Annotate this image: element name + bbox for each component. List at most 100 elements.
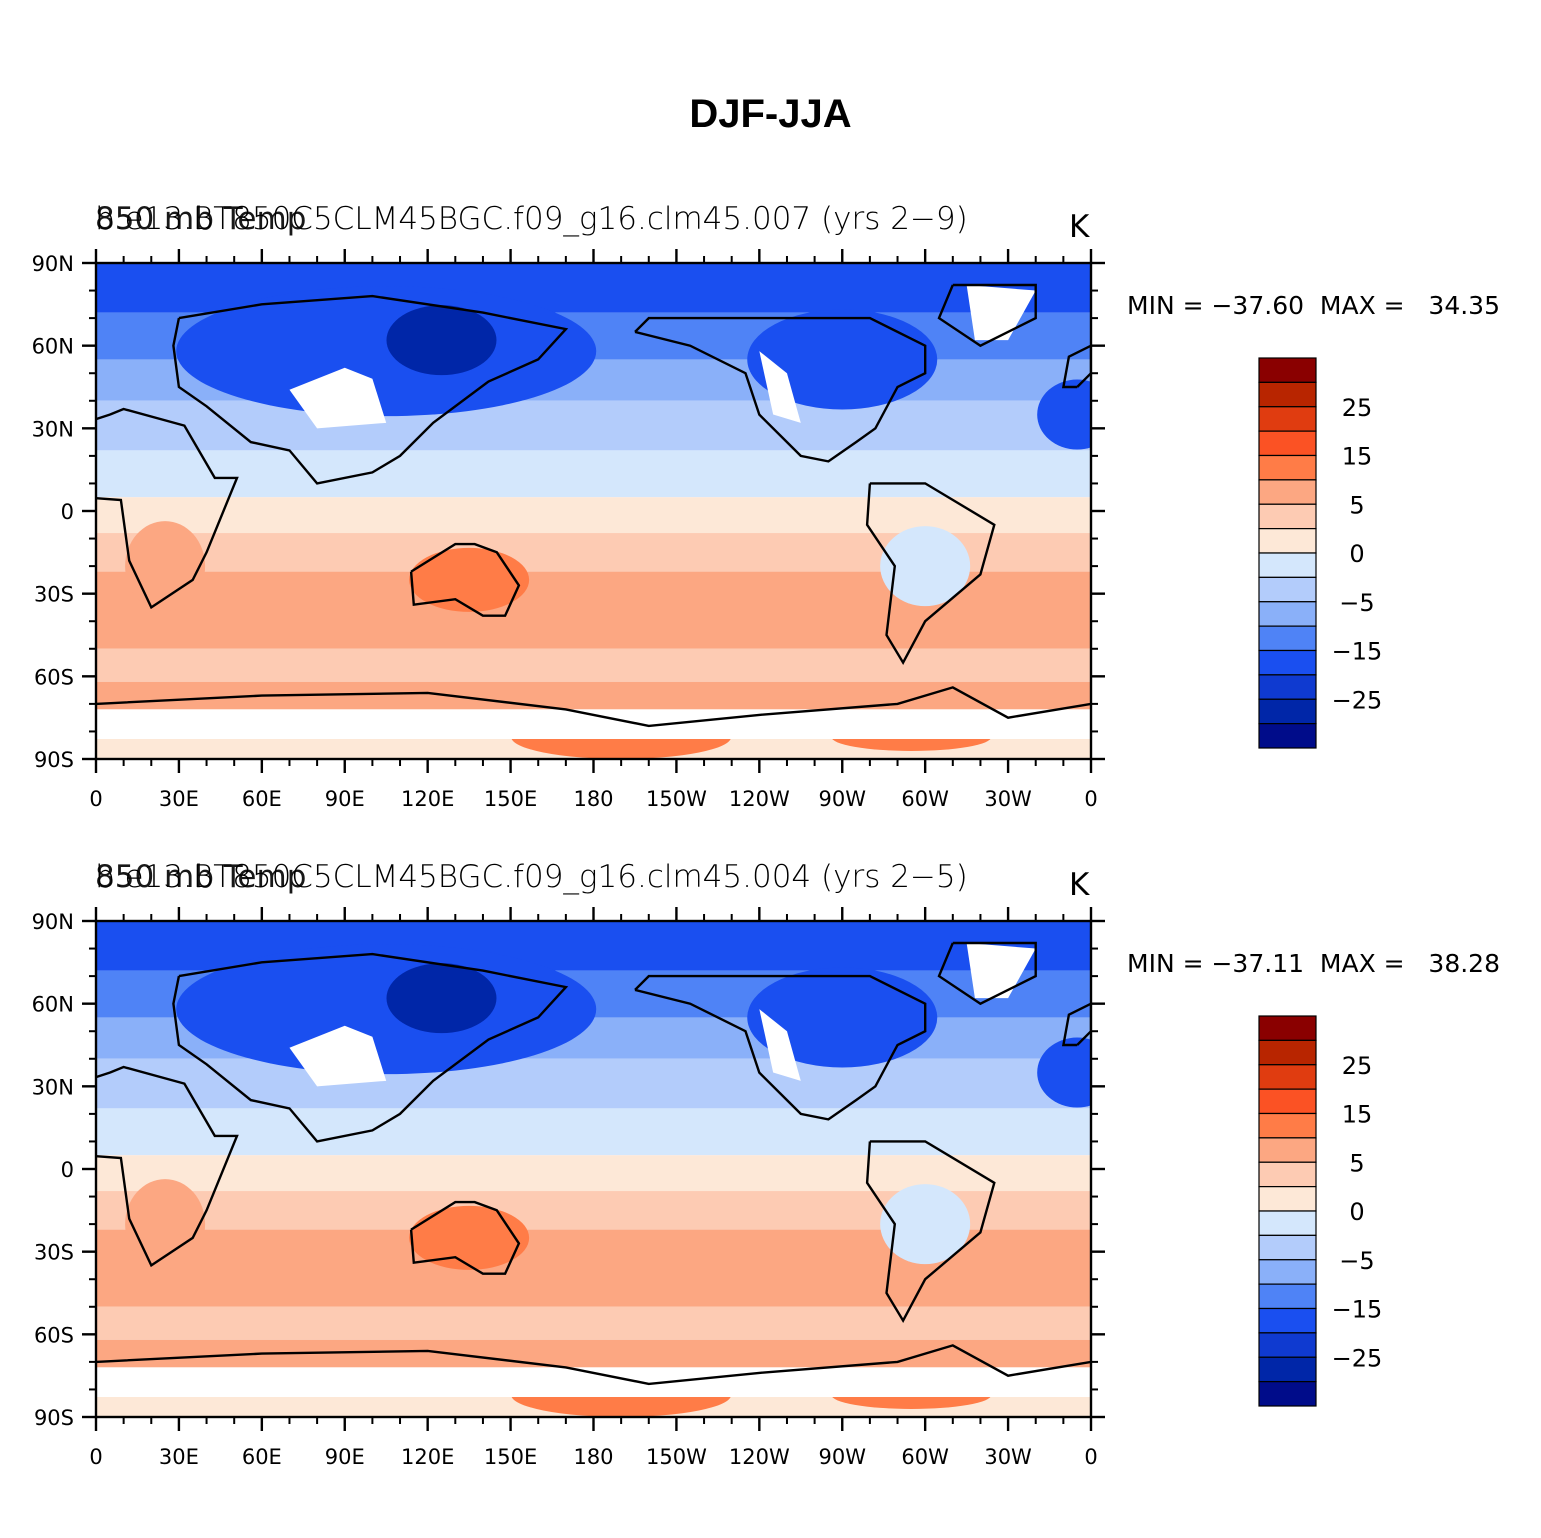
coastline [1061,1002,1091,1047]
colorbar-box [1258,1161,1317,1188]
lon-label: 90E [325,1445,365,1469]
colorbar-box [1258,454,1317,481]
lon-label: 60E [242,787,282,811]
contour-band [96,497,1091,534]
contour-band [96,450,1091,498]
colorbar-box [1258,698,1317,725]
colorbar-label: −25 [1332,686,1383,714]
lon-label: 150E [484,787,537,811]
lon-label: 30W [984,1445,1032,1469]
lat-label: 30S [34,1241,74,1265]
colorbar-label: −5 [1339,589,1374,617]
case-title: b.e13.BT850C5CLM45BGC.f09_g16.clm45.004 … [95,859,968,895]
coastline [96,686,1091,728]
temperature-field [96,263,1091,759]
contour-band [96,1058,1091,1109]
rockies-mask [759,351,801,423]
lat-label: 90S [34,1406,74,1430]
variable-title: 850 mb Temp [95,201,307,237]
case-title: b.e13.BT850C5CLM45BGC.f09_g16.clm45.007 … [95,201,968,237]
lon-label: 60E [242,1445,282,1469]
contour-band [1037,379,1091,450]
colorbar-label: 5 [1349,491,1364,519]
contour-band [409,1205,530,1270]
greenland-mask [966,285,1036,341]
colorbar-box [1258,723,1317,749]
figure-title: DJF-JJA [689,92,852,136]
lat-label: 30N [32,417,74,441]
colorbar-box [1258,1186,1317,1212]
coastlines [96,283,1091,728]
map-panel-bottom: 90N 60N 30N 0 30S 60S 90S 0 30E 60E 90E 120E 150E 180… [0,853,1541,1513]
coastline [634,316,927,463]
coastline [1061,344,1091,389]
colorbar-box [1258,674,1317,700]
lat-label: 90N [32,252,74,276]
contour-band [747,309,938,410]
coastline [96,1344,1091,1386]
colorbar-label: −25 [1332,1344,1383,1372]
lon-label: 120W [729,1445,790,1469]
greenland-mask [966,943,1036,999]
min-max-stats: MIN = −37.60 MAX = 34.35 [1127,291,1500,320]
contour-band [176,944,597,1075]
lat-label: 90S [34,748,74,772]
colorbar-box [1258,1259,1317,1285]
contour-band [747,967,938,1068]
colorbar-box [1258,1088,1317,1115]
contour-band [96,1306,1091,1340]
lon-label: 0 [89,1445,102,1469]
coastline [96,407,239,610]
lon-label: 120E [401,787,454,811]
lon-label: 180 [573,787,613,811]
colorbar-label: −5 [1339,1247,1374,1275]
coastline [634,974,927,1121]
lat-label: 60S [34,665,74,689]
lon-label: 150W [646,787,707,811]
colorbar-box [1258,1112,1317,1139]
lat-label: 90N [32,910,74,934]
lon-label: 120E [401,1445,454,1469]
lat-label: 30N [32,1075,74,1099]
lon-label: 60W [901,787,949,811]
colorbar-box [1258,1234,1317,1261]
colorbar-label: 15 [1342,443,1373,471]
coastline [172,952,569,1143]
coastline [409,1200,521,1275]
map-panel-top: 90N 60N 30N 0 30S 60S 90S 0 30E 60E 90E 120E 150E 180… [0,195,1541,855]
colorbar-label: 25 [1342,394,1373,422]
colorbar-label: 0 [1349,540,1364,568]
colorbar-label: 15 [1342,1101,1373,1129]
colorbar-label: 0 [1349,1198,1364,1226]
map-svg: 90N 60N 30N 0 30S 60S 90S 0 30E 60E 90E 120E 150E 180… [32,907,1383,1469]
contour-band [125,1179,206,1270]
contour-band [386,963,497,1034]
lon-label: 30W [984,787,1032,811]
coastlines [96,941,1091,1386]
colorbar-box [1258,1307,1317,1334]
lon-label: 0 [1084,787,1097,811]
rockies-mask [759,1009,801,1081]
colorbar-box [1258,625,1317,652]
lon-label: 0 [89,787,102,811]
colorbar-box [1258,381,1317,408]
lon-label: 60W [901,1445,949,1469]
tibet-mask [289,367,387,429]
colorbar-box [1258,1064,1317,1090]
lat-label: 60N [32,335,74,359]
lat-label: 0 [61,500,74,524]
colorbar-box [1258,1137,1317,1163]
lon-label: 90W [819,1445,867,1469]
lon-label: 90W [819,787,867,811]
lat-label: 60S [34,1323,74,1347]
coastline [865,482,996,666]
colorbar: 25 15 5 0 −5 −15 −25 [1258,357,1383,749]
colorbar-box [1258,357,1317,383]
colorbar-box [1258,503,1317,530]
contour-band [386,305,497,376]
lon-label: 30E [159,1445,199,1469]
lat-label: 30S [34,583,74,607]
colorbar: 25 15 5 0 −5 −15 −25 [1258,1015,1383,1407]
min-max-stats: MIN = −37.11 MAX = 38.28 [1127,949,1500,978]
coastline [937,283,1037,348]
